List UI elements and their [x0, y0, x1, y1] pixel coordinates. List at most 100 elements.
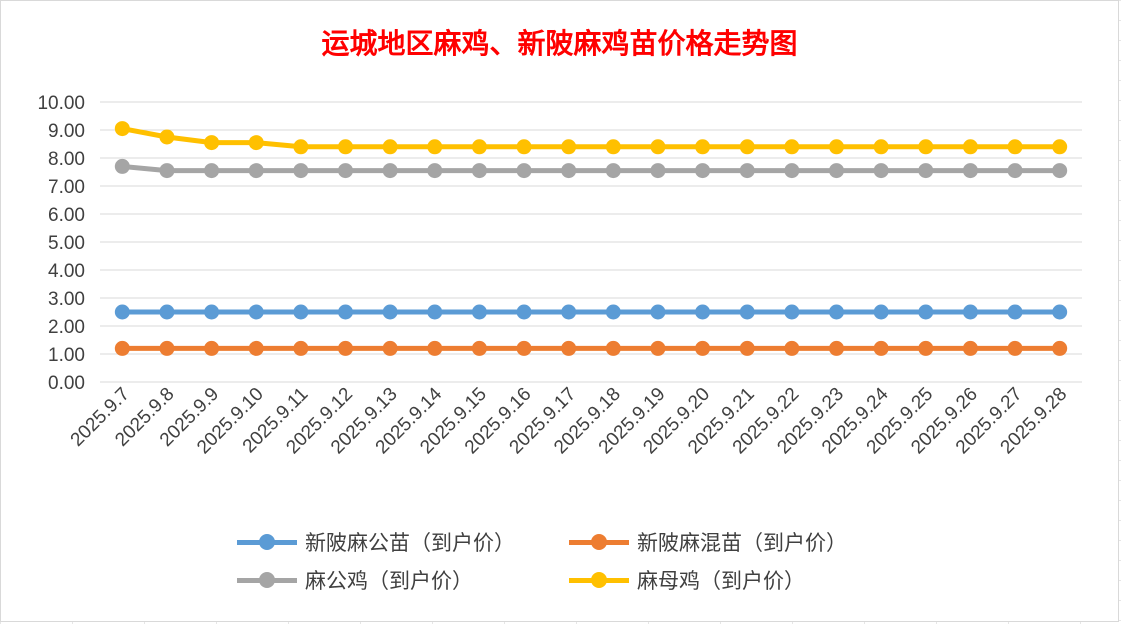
data-point[interactable]: [159, 304, 175, 320]
data-point[interactable]: [516, 304, 532, 320]
data-point[interactable]: [114, 340, 130, 356]
data-point[interactable]: [695, 340, 711, 356]
data-point[interactable]: [248, 304, 264, 320]
y-tick-label: 6.00: [48, 205, 85, 226]
data-point[interactable]: [605, 304, 621, 320]
data-point[interactable]: [382, 304, 398, 320]
data-point[interactable]: [382, 340, 398, 356]
data-point[interactable]: [918, 304, 934, 320]
data-point[interactable]: [427, 163, 443, 179]
data-point[interactable]: [293, 139, 309, 155]
data-point[interactable]: [1007, 340, 1023, 356]
data-point[interactable]: [962, 163, 978, 179]
data-point[interactable]: [873, 139, 889, 155]
data-point[interactable]: [382, 163, 398, 179]
data-point[interactable]: [1052, 340, 1068, 356]
data-point[interactable]: [1052, 139, 1068, 155]
data-point[interactable]: [873, 340, 889, 356]
data-point[interactable]: [114, 158, 130, 174]
data-point[interactable]: [114, 304, 130, 320]
data-point[interactable]: [427, 304, 443, 320]
data-point[interactable]: [650, 139, 666, 155]
data-point[interactable]: [650, 163, 666, 179]
data-point[interactable]: [159, 163, 175, 179]
data-point[interactable]: [338, 139, 353, 155]
data-point[interactable]: [784, 340, 800, 356]
data-point[interactable]: [695, 304, 711, 320]
data-point[interactable]: [962, 340, 978, 356]
data-point[interactable]: [516, 139, 532, 155]
data-point[interactable]: [918, 163, 934, 179]
data-point[interactable]: [650, 304, 666, 320]
data-point[interactable]: [204, 135, 220, 151]
data-point[interactable]: [516, 163, 532, 179]
data-point[interactable]: [248, 340, 264, 356]
data-point[interactable]: [471, 163, 487, 179]
data-point[interactable]: [471, 304, 487, 320]
data-point[interactable]: [427, 139, 443, 155]
data-point[interactable]: [248, 135, 264, 151]
data-point[interactable]: [739, 340, 755, 356]
data-point[interactable]: [739, 304, 755, 320]
data-point[interactable]: [1052, 304, 1068, 320]
data-point[interactable]: [784, 304, 800, 320]
data-point[interactable]: [739, 139, 755, 155]
data-point[interactable]: [784, 163, 800, 179]
data-point[interactable]: [561, 340, 577, 356]
data-point[interactable]: [204, 340, 220, 356]
data-point[interactable]: [962, 304, 978, 320]
data-point[interactable]: [427, 340, 443, 356]
data-point[interactable]: [873, 163, 889, 179]
data-point[interactable]: [962, 139, 978, 155]
data-point[interactable]: [293, 163, 309, 179]
legend-item-series-1[interactable]: 新陂麻公苗（到户价）: [237, 529, 515, 555]
data-point[interactable]: [338, 340, 353, 356]
data-point[interactable]: [159, 340, 175, 356]
legend-item-series-3[interactable]: 麻公鸡（到户价）: [237, 567, 473, 593]
data-point[interactable]: [784, 139, 800, 155]
data-point[interactable]: [829, 139, 844, 155]
data-point[interactable]: [471, 139, 487, 155]
data-point[interactable]: [605, 163, 621, 179]
data-point[interactable]: [829, 163, 844, 179]
data-point[interactable]: [1007, 304, 1023, 320]
data-point[interactable]: [561, 163, 577, 179]
data-point[interactable]: [739, 163, 755, 179]
data-point[interactable]: [204, 163, 220, 179]
data-point[interactable]: [829, 304, 844, 320]
data-point[interactable]: [516, 340, 532, 356]
data-point[interactable]: [829, 340, 844, 356]
data-point[interactable]: [204, 304, 220, 320]
data-point[interactable]: [293, 340, 309, 356]
y-tick-label: 10.00: [37, 93, 85, 114]
data-point[interactable]: [873, 304, 889, 320]
gridlines: [100, 101, 1082, 383]
data-point[interactable]: [1007, 139, 1023, 155]
data-point[interactable]: [561, 139, 577, 155]
data-point[interactable]: [382, 139, 398, 155]
data-point[interactable]: [695, 139, 711, 155]
data-point[interactable]: [338, 163, 353, 179]
data-point[interactable]: [338, 304, 353, 320]
data-point[interactable]: [605, 340, 621, 356]
data-point[interactable]: [1052, 163, 1068, 179]
legend-item-series-2[interactable]: 新陂麻混苗（到户价）: [569, 529, 847, 555]
data-point[interactable]: [918, 139, 934, 155]
legend-item-series-4[interactable]: 麻母鸡（到户价）: [569, 567, 805, 593]
data-point[interactable]: [561, 304, 577, 320]
y-tick-label: 4.00: [48, 261, 85, 282]
data-point[interactable]: [159, 129, 175, 145]
data-point[interactable]: [605, 139, 621, 155]
data-point[interactable]: [114, 121, 130, 137]
data-point[interactable]: [695, 163, 711, 179]
data-point[interactable]: [293, 304, 309, 320]
data-point[interactable]: [918, 340, 934, 356]
data-point[interactable]: [1007, 163, 1023, 179]
y-tick-label: 8.00: [48, 149, 85, 170]
data-point[interactable]: [471, 340, 487, 356]
y-tick-label: 5.00: [48, 233, 85, 254]
data-point[interactable]: [248, 163, 264, 179]
data-point[interactable]: [650, 340, 666, 356]
